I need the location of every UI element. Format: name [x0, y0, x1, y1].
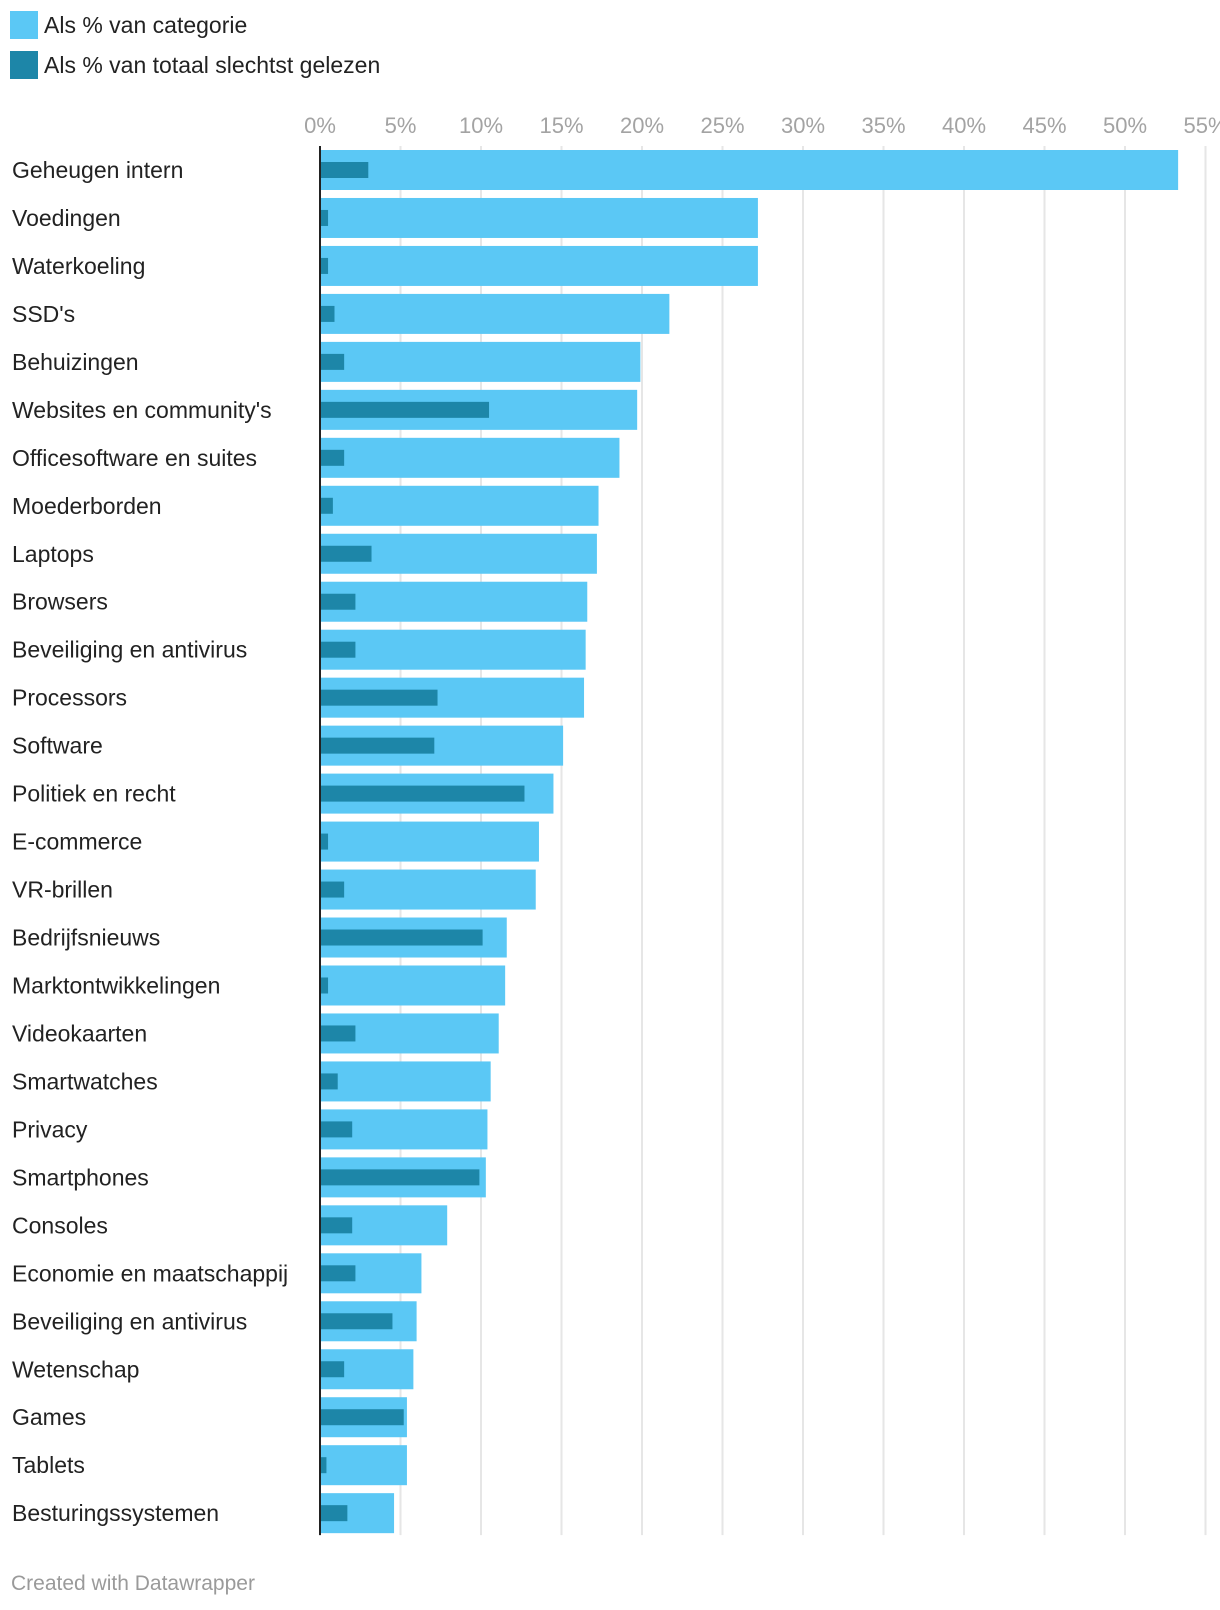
x-tick-label: 45% [1022, 113, 1066, 138]
bar-total [320, 1169, 480, 1186]
x-tick-label: 15% [539, 113, 583, 138]
bar-total [320, 162, 369, 178]
category-label: Politiek en recht [12, 781, 176, 807]
bar-total [320, 353, 345, 370]
category-label: Economie en maatschappij [12, 1260, 288, 1286]
bar-category [320, 869, 536, 910]
bar-category [320, 581, 588, 622]
bar-total [320, 257, 329, 274]
category-label: Processors [12, 685, 127, 711]
x-tick-label: 0% [304, 113, 336, 138]
x-tick-label: 30% [781, 113, 825, 138]
x-tick-label: 25% [700, 113, 744, 138]
category-label: Smartphones [12, 1164, 149, 1190]
bar-total [320, 593, 356, 610]
legend-item-category: Als % van categorie [10, 10, 380, 40]
bar-total [320, 881, 345, 898]
category-label: Smartwatches [12, 1068, 158, 1094]
bar-total [320, 737, 435, 754]
category-label: Browsers [12, 589, 108, 615]
bar-total [320, 305, 335, 322]
bar-total [320, 1409, 404, 1426]
bar-category [320, 197, 758, 238]
category-label: SSD's [12, 301, 75, 327]
category-label: Marktontwikkelingen [12, 972, 220, 998]
bar-total [320, 401, 490, 418]
x-tick-label: 20% [620, 113, 664, 138]
category-label: Laptops [12, 541, 94, 567]
category-label: Consoles [12, 1212, 108, 1238]
bar-total [320, 1121, 353, 1138]
legend-swatch-category [10, 11, 38, 39]
category-label: Tablets [12, 1452, 85, 1478]
category-label: Geheugen intern [12, 157, 183, 183]
footer-credit[interactable]: Created with Datawrapper [11, 1572, 255, 1595]
x-tick-label: 10% [459, 113, 503, 138]
category-label: Software [12, 733, 103, 759]
bar-total [320, 497, 333, 514]
bar-total [320, 1505, 348, 1522]
category-label: VR-brillen [12, 877, 113, 903]
bar-total [320, 1217, 353, 1234]
bar-category [320, 437, 620, 478]
bar-category [320, 965, 506, 1006]
x-tick-label: 35% [861, 113, 905, 138]
bar-total [320, 1265, 356, 1282]
bar-total [320, 641, 356, 658]
legend-label-total: Als % van totaal slechtst gelezen [44, 52, 381, 78]
bar-total [320, 209, 329, 226]
bar-total [320, 1313, 393, 1330]
bar-total [320, 929, 483, 946]
bar-total [320, 1457, 327, 1474]
bar-total [320, 785, 525, 802]
x-tick-label: 50% [1103, 113, 1147, 138]
category-label: Behuizingen [12, 349, 139, 375]
x-tick-label: 40% [942, 113, 986, 138]
category-label: Videokaarten [12, 1020, 147, 1046]
category-label: Besturingssystemen [12, 1500, 219, 1526]
legend-swatch-total [10, 51, 38, 79]
bar-category [320, 1445, 407, 1486]
category-label: Moederborden [12, 493, 162, 519]
category-label: Privacy [12, 1116, 88, 1142]
bar-category [320, 293, 670, 334]
bar-total [320, 545, 372, 562]
bar-total [320, 1073, 338, 1090]
bar-total [320, 689, 438, 706]
legend-label-category: Als % van categorie [44, 12, 248, 38]
bar-category [320, 629, 586, 670]
bar-category [320, 821, 539, 862]
category-label: Bedrijfsnieuws [12, 925, 160, 951]
bar-category [320, 341, 641, 382]
bar-category [320, 485, 599, 526]
bar-category [320, 245, 758, 286]
bar-total [320, 977, 329, 994]
legend: Als % van categorie Als % van totaal sle… [10, 10, 380, 90]
bar-total [320, 1025, 356, 1042]
bar-category [320, 150, 1179, 190]
x-tick-label: 5% [385, 113, 417, 138]
category-label: Wetenschap [12, 1356, 139, 1382]
category-label: Beveiliging en antivirus [12, 1308, 247, 1334]
bar-total [320, 833, 329, 850]
legend-item-total: Als % van totaal slechtst gelezen [10, 50, 380, 80]
category-label: Officesoftware en suites [12, 445, 257, 471]
bar-total [320, 1361, 345, 1378]
category-label: Websites en community's [12, 397, 272, 423]
category-label: E-commerce [12, 829, 142, 855]
bar-total [320, 449, 345, 466]
category-label: Waterkoeling [12, 253, 145, 279]
category-label: Games [12, 1404, 86, 1430]
category-label: Beveiliging en antivirus [12, 637, 247, 663]
category-label: Voedingen [12, 205, 121, 231]
x-tick-label: 55% [1183, 113, 1220, 138]
bar-category [320, 1061, 491, 1102]
